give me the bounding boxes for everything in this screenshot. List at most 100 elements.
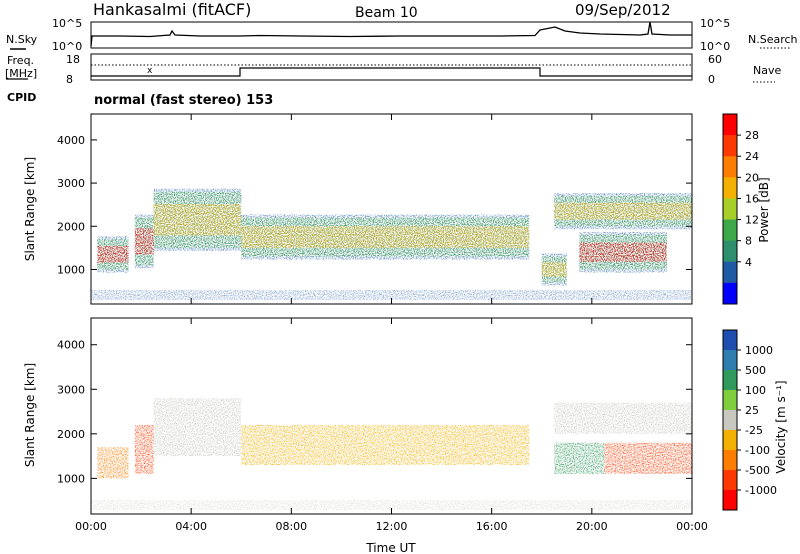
colorbar-segment — [723, 114, 737, 136]
freq-left-tick-top: 18 — [66, 53, 80, 66]
cpid-label: CPID — [7, 91, 36, 104]
colorbar-segment — [723, 350, 737, 371]
freq-label-2: [MHz] — [5, 67, 37, 80]
freq-label-1: Freq. — [7, 54, 34, 67]
colorbar-tick-label: 20 — [745, 171, 759, 184]
noise-panel: N.Sky 10^5 10^0 10^5 10^0 N.Search — [6, 17, 798, 53]
power-y-axis: 1000 2000 3000 4000 — [57, 134, 692, 276]
x-tick-label: 04:00 — [175, 520, 207, 533]
colorbar-segment — [723, 330, 737, 351]
colorbar-tick-label: -500 — [745, 464, 770, 477]
y-tick-label: 4000 — [57, 339, 85, 352]
x-tick-label: 08:00 — [275, 520, 307, 533]
y-tick-label: 3000 — [57, 177, 85, 190]
power-colorbar: 28 24 20 16 12 8 4 — [722, 113, 759, 305]
colorbar-segment — [723, 490, 737, 511]
nave-right-tick-top: 60 — [708, 53, 722, 66]
colorbar-segment — [723, 282, 737, 305]
nave-label: Nave — [753, 64, 781, 77]
y-tick-label: 4000 — [57, 134, 85, 147]
colorbar-tick-label: 25 — [745, 404, 759, 417]
x-tick-label: 12:00 — [376, 520, 408, 533]
colorbar-segment — [723, 177, 737, 199]
data-band — [134, 424, 154, 474]
data-band — [554, 202, 692, 220]
colorbar-segment — [723, 135, 737, 157]
station-title: Hankasalmi (fitACF) — [93, 0, 251, 19]
colorbar-segment — [723, 450, 737, 471]
velocity-ylabel: Slant Range [km] — [23, 363, 37, 467]
freq-trace — [91, 67, 692, 77]
x-tick-label: 16:00 — [476, 520, 508, 533]
data-band — [97, 245, 129, 263]
data-band — [604, 442, 692, 474]
data-band — [554, 442, 605, 474]
noise-right-tick-bottom: 10^0 — [700, 40, 730, 53]
y-tick-label: 2000 — [57, 220, 85, 233]
colorbar-frame — [722, 113, 738, 305]
colorbar-segment — [723, 370, 737, 391]
colorbar-tick-label: 500 — [745, 364, 766, 377]
beam-title: Beam 10 — [355, 5, 418, 21]
colorbar-segment — [723, 430, 737, 451]
colorbar-tick-label: -25 — [745, 424, 763, 437]
data-band — [554, 402, 692, 434]
colorbar-tick-label: 4 — [745, 256, 752, 269]
colorbar-tick-label: 100 — [745, 384, 766, 397]
colorbar-frame — [722, 329, 738, 511]
data-band — [579, 242, 667, 262]
colorbar-tick-label: 1000 — [745, 344, 773, 357]
colorbar-tick-label: 28 — [745, 129, 759, 142]
colorbar-segment — [723, 470, 737, 491]
colorbar-segment — [723, 390, 737, 411]
power-data-layer — [91, 188, 692, 300]
data-band — [241, 226, 530, 248]
colorbar-tick-label: 8 — [745, 235, 752, 248]
noise-right-label: N.Search — [748, 33, 798, 46]
velocity-colorbar-label: Velocity [m s⁻¹] — [774, 380, 788, 473]
data-band — [153, 204, 242, 236]
power-colorbar-label: Power [dB] — [757, 177, 771, 242]
freq-left-tick-bottom: 8 — [66, 73, 73, 86]
noise-sky-trace — [90, 21, 692, 47]
x-tick-label: 20:00 — [576, 520, 608, 533]
colorbar-tick-label: 24 — [745, 150, 759, 163]
velocity-colorbar: 1000 500 100 25 -25 -100 -500 -1000 — [722, 329, 777, 511]
colorbar-segment — [723, 156, 737, 178]
frequency-panel: Freq. [MHz] 18 8 60 0 Nave x CPID normal… — [5, 53, 781, 108]
near-range-clutter — [91, 290, 692, 300]
colorbar-tick-label: 12 — [745, 214, 759, 227]
velocity-data-layer — [91, 398, 692, 510]
y-tick-label: 2000 — [57, 428, 85, 441]
cpid-text: normal (fast stereo) 153 — [94, 93, 273, 108]
noise-left-tick-bottom: 10^0 — [52, 40, 82, 53]
date-title: 09/Sep/2012 — [575, 1, 671, 19]
noise-left-label: N.Sky — [6, 33, 38, 46]
freq-marker: x — [147, 66, 153, 76]
colorbar-tick-label: -1000 — [745, 484, 777, 497]
near-range-clutter — [91, 500, 692, 510]
power-x-axis — [90, 114, 693, 304]
power-panel: Slant Range [km] 1000 2000 3000 4000 28 24 20… — [23, 113, 771, 305]
velocity-xlabel: Time UT — [365, 541, 416, 554]
data-band — [153, 398, 242, 457]
colorbar-tick-label: -100 — [745, 444, 770, 457]
colorbar-segment — [723, 219, 737, 242]
data-band — [241, 424, 530, 465]
y-tick-label: 1000 — [57, 263, 85, 276]
frequency-panel-frame — [90, 53, 693, 81]
noise-right-tick-top: 10^5 — [700, 17, 730, 30]
power-ylabel: Slant Range [km] — [23, 157, 37, 261]
colorbar-segment — [723, 410, 737, 431]
noise-left-tick-top: 10^5 — [52, 17, 82, 30]
x-tick-label: 00:00 — [75, 520, 107, 533]
colorbar-tick-label: 16 — [745, 192, 759, 205]
velocity-y-axis: 1000 2000 3000 4000 — [57, 339, 692, 485]
colorbar-segment — [723, 261, 737, 284]
data-band — [97, 447, 129, 479]
colorbar-segment — [723, 198, 737, 221]
velocity-x-axis: 00:00 04:00 08:00 12:00 16:00 20:00 00:00 — [75, 318, 708, 533]
data-band — [134, 228, 154, 255]
